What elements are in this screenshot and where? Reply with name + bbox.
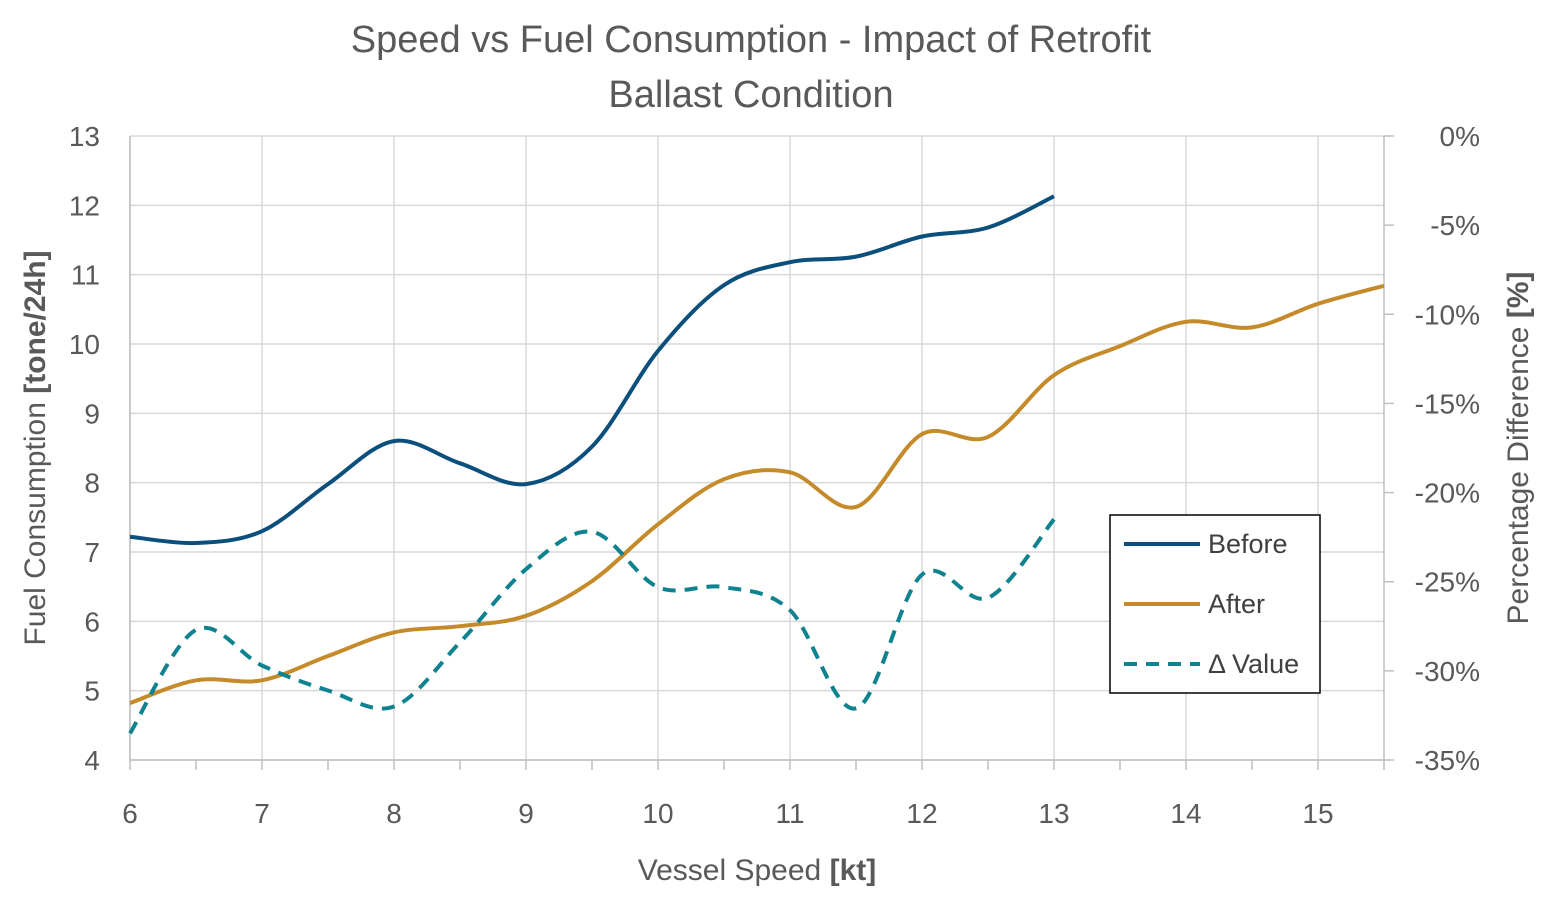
y-axis-title-text: Fuel Consumption [19, 394, 52, 646]
x-tick-label: 15 [1302, 798, 1333, 829]
y-tick-label: 10 [69, 329, 100, 360]
y-tick-label: 12 [69, 190, 100, 221]
series-line-delta [128, 518, 1056, 735]
x-tick-label: 11 [775, 798, 804, 829]
y2-axis-title: Percentage Difference [%] [1502, 272, 1535, 625]
y-tick-label: 6 [84, 606, 100, 637]
x-tick-label: 9 [518, 798, 534, 829]
legend-label-delta: Δ Value [1208, 649, 1299, 679]
y2-tick-label: -15% [1415, 388, 1480, 419]
x-tick-label: 7 [254, 798, 270, 829]
y-tick-label: 4 [84, 745, 100, 776]
legend-label-after: After [1208, 589, 1265, 619]
x-axis-unit: [kt] [830, 854, 877, 887]
tick-labels: 6 7 8 9 10 11 12 13 14 15 4 5 6 7 8 9 10 11 12 13 -35% -30% -2… [69, 121, 1480, 829]
x-tick-label: 13 [1038, 798, 1069, 829]
legend: Before After Δ Value [1109, 514, 1321, 694]
y2-tick-label: -20% [1415, 478, 1480, 509]
y-axis-title: Fuel Consumption [tone/24h] [19, 250, 52, 645]
y-tick-label: 7 [84, 537, 100, 568]
series-line-before [129, 194, 1055, 546]
x-tick-label: 6 [122, 798, 138, 829]
y2-tick-label: -25% [1415, 567, 1480, 598]
y2-tick-label: -5% [1430, 210, 1480, 241]
y2-axis-unit: [%] [1502, 272, 1535, 319]
x-axis-title: Vessel Speed [kt] [638, 854, 876, 887]
y2-axis-title-text: Percentage Difference [1502, 318, 1535, 624]
y2-tick-label: -35% [1415, 745, 1480, 776]
chart-subtitle: Ballast Condition [608, 74, 893, 116]
y2-tick-label: -10% [1415, 299, 1480, 330]
x-tick-label: 8 [386, 798, 402, 829]
y-axis-unit: [tone/24h] [19, 250, 52, 393]
series-lines [128, 194, 1385, 735]
y-tick-label: 11 [71, 260, 100, 291]
chart-title: Speed vs Fuel Consumption - Impact of Re… [351, 19, 1152, 61]
y2-tick-label: -30% [1415, 656, 1480, 687]
y-tick-label: 8 [84, 468, 100, 499]
y-tick-label: 13 [69, 121, 100, 152]
legend-label-before: Before [1208, 529, 1288, 559]
y-tick-label: 9 [84, 398, 100, 429]
y2-tick-label: 0% [1440, 121, 1480, 152]
axes [129, 135, 1394, 770]
x-axis-title-text: Vessel Speed [638, 854, 830, 887]
series-line-after [129, 283, 1385, 705]
x-tick-label: 10 [642, 798, 673, 829]
x-tick-label: 14 [1170, 798, 1201, 829]
x-tick-label: 12 [906, 798, 937, 829]
y-tick-label: 5 [84, 676, 100, 707]
